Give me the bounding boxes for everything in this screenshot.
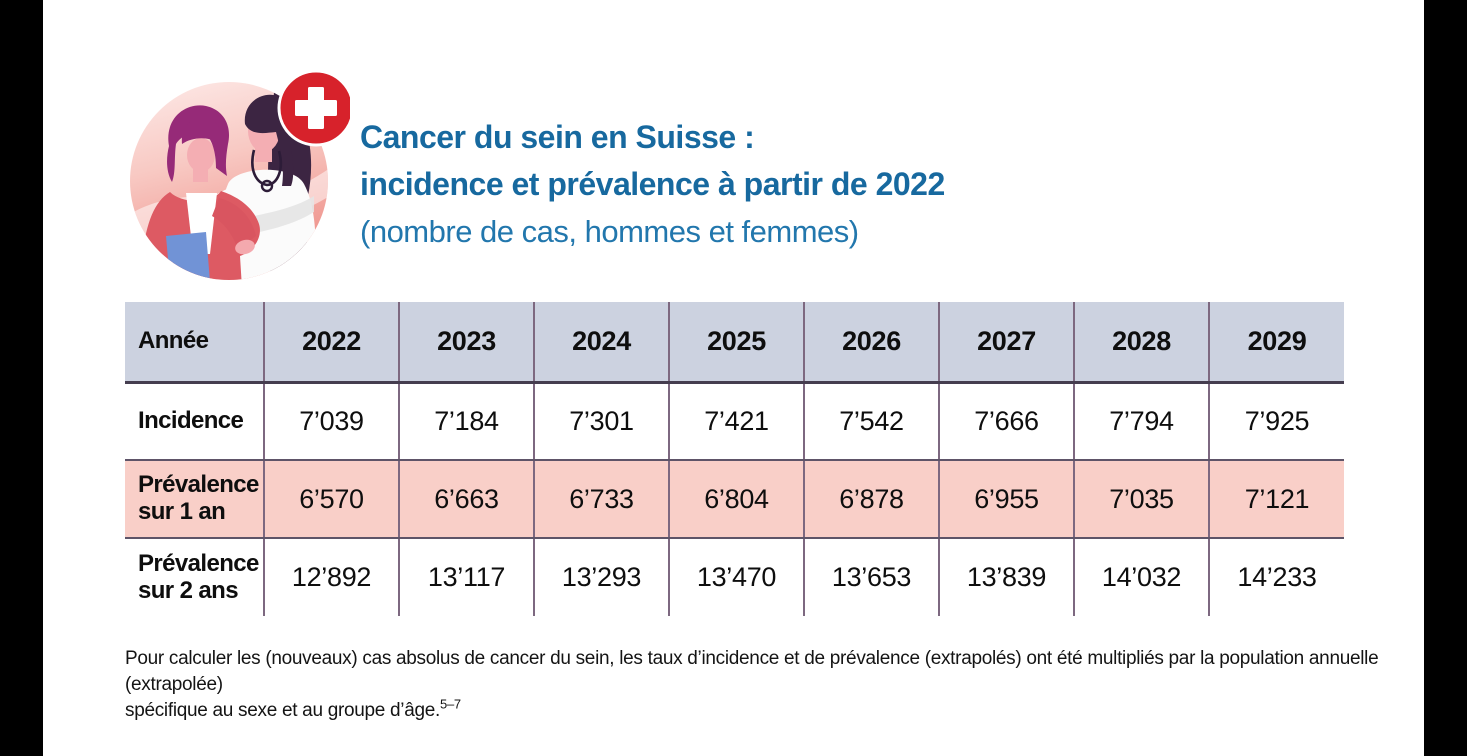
value-cell: 6’878 xyxy=(803,460,939,539)
table-row: Incidence 7’039 7’184 7’301 7’421 7’542 7’666 7… xyxy=(125,382,1344,461)
value-cell: 7’301 xyxy=(533,382,669,461)
value-cell: 7’184 xyxy=(398,382,534,461)
row-label: Incidence xyxy=(125,382,264,461)
value-cell: 7’542 xyxy=(803,382,939,461)
value-cell: 13’839 xyxy=(938,538,1074,616)
figure-title-block: Cancer du sein en Suisse : incidence et … xyxy=(360,114,945,255)
row-label: Prévalence sur 2 ans xyxy=(138,549,259,604)
footnote: Pour calculer les (nouveaux) cas absolus… xyxy=(125,646,1425,724)
row-label-column-header: Année xyxy=(125,302,264,384)
patient-doctor-illustration xyxy=(130,69,350,280)
value-cell: 13’117 xyxy=(398,538,534,616)
value-cell: 6’663 xyxy=(398,460,534,539)
row-label: Prévalence sur 1 an xyxy=(125,460,264,539)
title-subtitle: (nombre de cas, hommes et femmes) xyxy=(360,214,859,249)
value-cell: 7’794 xyxy=(1073,382,1209,461)
value-cell: 7’666 xyxy=(938,382,1074,461)
value-cell: 6’804 xyxy=(668,460,804,539)
value-cell: 12’892 xyxy=(263,538,399,616)
year-column-header: 2027 xyxy=(938,302,1074,384)
footnote-line-2: spécifique au sexe et au groupe d’âge. xyxy=(125,700,441,721)
value-cell: 7’121 xyxy=(1208,460,1344,539)
year-column-header: 2029 xyxy=(1208,302,1344,384)
swiss-cross-badge-icon xyxy=(277,69,350,147)
value-cell: 13’293 xyxy=(533,538,669,616)
value-cell: 13’653 xyxy=(803,538,939,616)
table-row: Prévalence sur 1 an 6’570 6’663 6’733 6’804 6… xyxy=(125,460,1344,539)
table-row: Prévalence sur 2 ans 12’892 13’117 13’293 13… xyxy=(125,538,1344,616)
value-cell: 6’955 xyxy=(938,460,1074,539)
year-column-header: 2025 xyxy=(668,302,804,384)
value-cell: 6’733 xyxy=(533,460,669,539)
footnote-reference: 5–7 xyxy=(440,696,461,712)
year-column-header: 2023 xyxy=(398,302,534,384)
year-column-header: 2028 xyxy=(1073,302,1209,384)
value-cell: 7’925 xyxy=(1208,382,1344,461)
table-header-row: Année 2022 2023 2024 2025 2026 2027 2028 2029 xyxy=(125,302,1344,384)
year-column-header: 2026 xyxy=(803,302,939,384)
letterbox-right xyxy=(1424,0,1467,756)
title-line-2: incidence et prévalence à partir de 2022 xyxy=(360,166,945,202)
value-cell: 7’035 xyxy=(1073,460,1209,539)
value-cell: 14’032 xyxy=(1073,538,1209,616)
title-line-1: Cancer du sein en Suisse : xyxy=(360,119,755,155)
letterbox-left xyxy=(0,0,43,756)
value-cell: 6’570 xyxy=(263,460,399,539)
value-cell: 7’421 xyxy=(668,382,804,461)
year-column-header: 2024 xyxy=(533,302,669,384)
value-cell: 13’470 xyxy=(668,538,804,616)
value-cell: 7’039 xyxy=(263,382,399,461)
incidence-prevalence-table: Année 2022 2023 2024 2025 2026 2027 2028 2029 In… xyxy=(125,302,1344,616)
value-cell: 14’233 xyxy=(1208,538,1344,616)
footnote-line-1: Pour calculer les (nouveaux) cas absolus… xyxy=(125,648,1379,695)
year-column-header: 2022 xyxy=(263,302,399,384)
